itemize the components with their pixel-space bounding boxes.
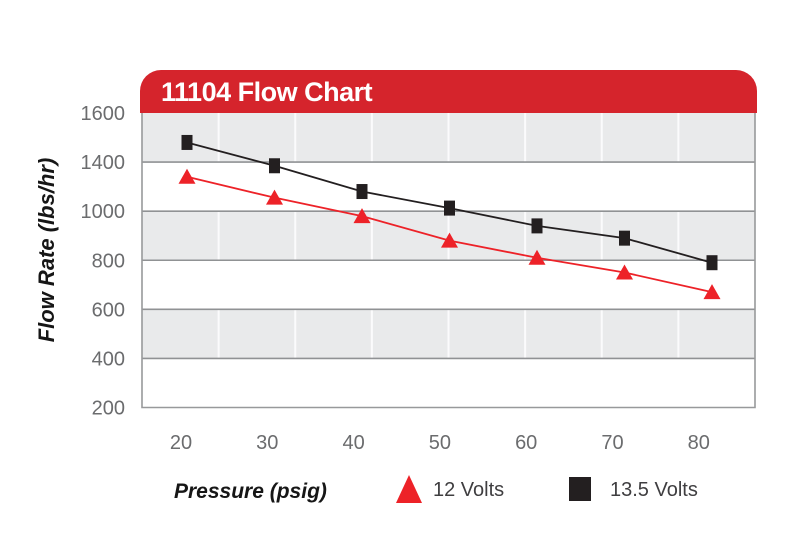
x-tick-label: 30 [256,432,278,454]
chart-title-banner: 11104 Flow Chart [140,70,757,113]
y-tick-label: 800 [92,250,125,272]
x-axis-title: Pressure (psig) [174,480,327,503]
data-point-triangle [353,208,371,224]
data-point-triangle [616,264,633,280]
y-tick-label: 600 [92,299,125,321]
data-point-square [531,218,543,234]
legend-label-12-volts: 12 Volts [433,479,505,501]
y-tick-label: 200 [92,398,125,420]
x-tick-label: 60 [515,432,537,454]
data-point-square [444,200,455,216]
x-tick-label: 20 [170,432,192,454]
x-tick-label: 70 [601,432,623,454]
data-point-square [619,230,630,246]
y-tick-label: 1400 [81,152,126,174]
data-point-triangle [441,232,458,248]
data-point-triangle [266,189,283,205]
legend-marker-square-icon [569,477,591,501]
data-point-triangle [178,168,196,184]
data-point-triangle [703,284,721,300]
data-point-square [706,255,718,271]
plot-border [141,113,756,409]
x-tick-label: 50 [429,432,451,454]
data-point-square [269,158,280,174]
data-point-square [181,134,193,150]
y-axis-title: Flow Rate (lbs/hr) [34,157,59,343]
legend-marker-triangle-icon [396,475,422,503]
data-point-square [356,184,368,200]
y-tick-label: 400 [92,348,125,370]
x-tick-label: 40 [342,432,364,454]
data-point-triangle [528,249,546,265]
x-tick-label: 80 [688,432,710,454]
y-tick-label: 1000 [81,201,126,223]
chart-title: 11104 Flow Chart [161,77,373,107]
legend-label-13-5-volts: 13.5 Volts [610,479,698,501]
y-tick-label: 1600 [81,103,126,125]
